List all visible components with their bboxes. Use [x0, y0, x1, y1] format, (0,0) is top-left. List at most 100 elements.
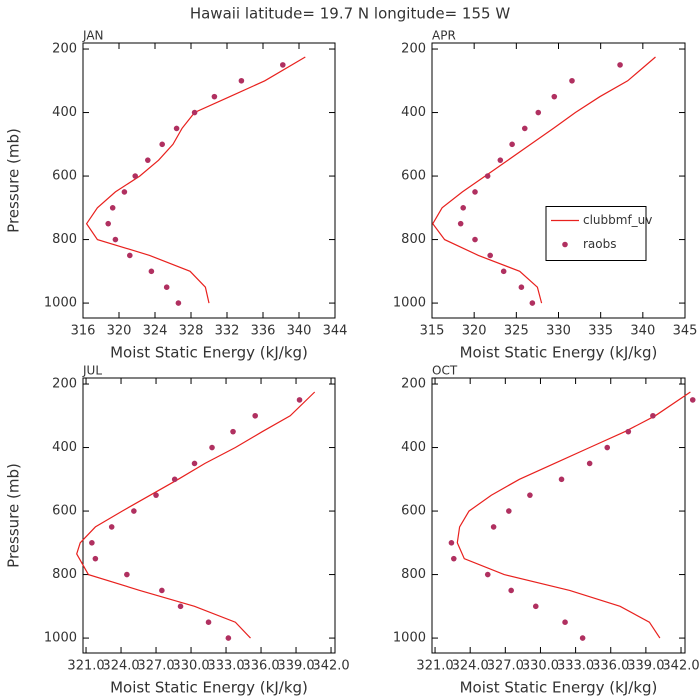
x-tick-label: 327.0: [137, 659, 174, 674]
y-tick-label: 1000: [393, 631, 426, 646]
obs-point: [532, 603, 539, 610]
obs-point: [92, 555, 99, 562]
obs-point: [521, 125, 528, 132]
legend-marker: [562, 241, 568, 248]
obs-point: [484, 173, 491, 179]
panel-title: OCT: [432, 364, 458, 378]
x-tick-label: 342.0: [312, 659, 349, 674]
x-tick-label: 320: [107, 324, 132, 339]
obs-point: [689, 397, 696, 403]
x-tick-label: 324.0: [102, 659, 139, 674]
x-tick-label: 336.0: [592, 659, 629, 674]
obs-point: [209, 444, 215, 451]
profile-line: [76, 391, 316, 639]
x-tick-label: 330.0: [172, 659, 209, 674]
x-tick-label: 321.0: [416, 659, 453, 674]
x-tick-label: 340: [630, 324, 655, 339]
x-tick-label: 320: [462, 324, 487, 339]
y-tick-label: 600: [401, 169, 426, 184]
figure-title: Hawaii latitude= 19.7 N longitude= 155 W: [190, 5, 510, 23]
obs-point: [487, 252, 493, 259]
obs-point: [191, 109, 198, 116]
obs-point: [296, 397, 303, 403]
y-tick-label: 1000: [393, 296, 426, 311]
x-axis-label: Moist Static Energy (kJ/kg): [110, 679, 308, 697]
y-axis-label: Pressure (mb): [5, 463, 23, 568]
obs-point: [625, 428, 632, 435]
obs-point: [109, 205, 116, 211]
obs-point: [175, 300, 182, 306]
y-tick-label: 400: [52, 440, 77, 455]
obs-point: [472, 236, 478, 243]
obs-point: [460, 205, 467, 211]
obs-point: [112, 236, 119, 243]
legend-label: raobs: [583, 237, 617, 251]
obs-point: [450, 555, 457, 562]
obs-point: [457, 220, 464, 227]
y-tick-label: 400: [52, 105, 77, 120]
x-tick-label: 340: [287, 324, 312, 339]
obs-point: [124, 571, 130, 578]
x-tick-label: 333.0: [557, 659, 594, 674]
x-tick-label: 324.0: [452, 659, 489, 674]
profile-line: [432, 56, 656, 304]
x-tick-label: 332: [215, 324, 240, 339]
obs-point: [127, 252, 133, 259]
y-tick-label: 800: [52, 567, 77, 582]
y-tick-label: 600: [401, 504, 426, 519]
x-tick-label: 328: [179, 324, 204, 339]
obs-point: [153, 492, 159, 498]
obs-point: [500, 268, 507, 275]
obs-point: [551, 93, 558, 100]
obs-point: [586, 460, 593, 467]
x-tick-label: 339.0: [277, 659, 314, 674]
x-tick-label: 327.0: [487, 659, 524, 674]
plot-frame: [82, 42, 336, 319]
profile-line: [456, 391, 691, 639]
y-tick-label: 800: [401, 567, 426, 582]
y-axis-label: Pressure (mb): [5, 128, 23, 233]
plot-frame: [82, 377, 336, 654]
obs-point: [177, 603, 184, 610]
obs-point: [569, 77, 575, 84]
x-tick-label: 336: [251, 324, 276, 339]
x-tick-label: 344: [323, 324, 348, 339]
obs-point: [484, 571, 491, 578]
obs-point: [105, 220, 111, 227]
y-tick-label: 400: [401, 440, 426, 455]
y-tick-label: 600: [52, 169, 77, 184]
obs-point: [529, 300, 536, 306]
x-tick-label: 345: [673, 324, 698, 339]
y-tick-label: 800: [401, 232, 426, 247]
obs-point: [238, 77, 245, 84]
x-axis-label: Moist Static Energy (kJ/kg): [460, 679, 658, 697]
y-tick-label: 1000: [44, 296, 77, 311]
obs-point: [558, 476, 565, 483]
panel-title: JAN: [82, 29, 104, 43]
x-tick-label: 321.0: [67, 659, 104, 674]
x-axis-label: Moist Static Energy (kJ/kg): [110, 344, 308, 362]
x-tick-label: 325: [504, 324, 529, 339]
x-tick-label: 316: [71, 324, 96, 339]
obs-point: [472, 189, 478, 195]
y-tick-label: 1000: [44, 631, 77, 646]
x-tick-label: 339.0: [627, 659, 664, 674]
obs-point: [562, 619, 568, 625]
obs-point: [508, 587, 514, 594]
x-tick-label: 336.0: [242, 659, 279, 674]
x-tick-label: 324: [143, 324, 168, 339]
x-axis-label: Moist Static Energy (kJ/kg): [460, 344, 658, 362]
plot-frame: [431, 377, 686, 654]
y-tick-label: 800: [52, 232, 77, 247]
x-tick-label: 342.0: [662, 659, 699, 674]
y-tick-label: 600: [52, 504, 77, 519]
y-tick-label: 200: [52, 377, 77, 392]
panel: JAN 316 320 324 328 332 336 340 344 200 400 600 800 1…: [5, 29, 348, 362]
obs-point: [527, 492, 533, 498]
obs-point: [490, 524, 497, 530]
obs-point: [509, 141, 515, 148]
obs-point: [148, 268, 155, 275]
obs-point: [604, 444, 611, 451]
obs-point: [506, 508, 512, 514]
